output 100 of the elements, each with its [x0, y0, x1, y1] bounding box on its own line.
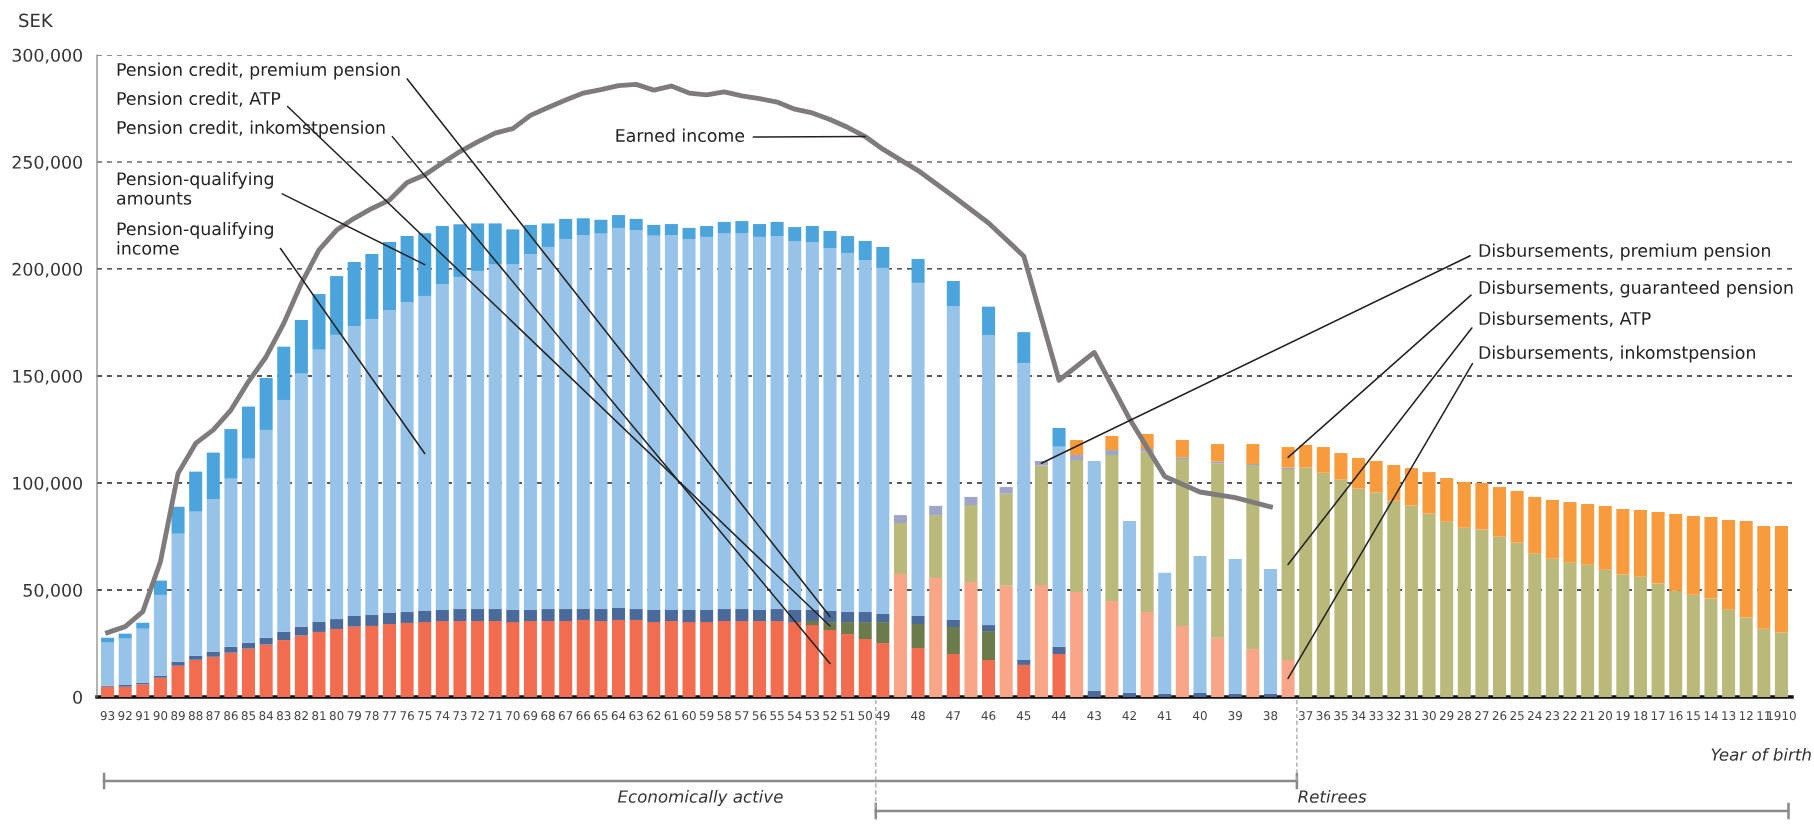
y-tick-label: 200,000 — [12, 262, 82, 278]
x-tick-label: 45 — [1016, 711, 1031, 721]
x-tick-label: 28 — [1457, 711, 1472, 721]
x-tick-label: 1910 — [1767, 711, 1796, 721]
text: Disbursements, inkomstpension — [1479, 345, 1755, 363]
x-tick-label: 37 — [1299, 711, 1313, 721]
x-tick-label: 31 — [1404, 711, 1418, 721]
x-tick-label: 89 — [171, 711, 185, 721]
x-tick-label: 51 — [840, 711, 855, 721]
x-tick-label: 25 — [1510, 711, 1524, 721]
x-tick-label: 18 — [1634, 711, 1648, 721]
x-tick-label: 41 — [1157, 711, 1172, 720]
x-tick-label: 78 — [365, 711, 379, 721]
text: Economically active — [617, 789, 783, 807]
x-tick-label: 75 — [418, 711, 432, 721]
x-tick-label: 39 — [1228, 711, 1242, 721]
y-tick-label: 100,000 — [13, 476, 82, 492]
x-tick-label: 64 — [611, 711, 626, 721]
text: Disbursements, ATP — [1479, 311, 1651, 327]
x-tick-label: 68 — [541, 711, 555, 721]
x-tick-label: 12 — [1739, 711, 1753, 720]
x-tick-label: 38 — [1263, 711, 1278, 721]
text: Pension-qualifying amounts — [117, 171, 273, 205]
x-tick-label: 70 — [506, 711, 520, 721]
x-tick-label: 14 — [1704, 711, 1718, 720]
x-tick-label: 50 — [858, 711, 873, 721]
x-tick-label: 27 — [1475, 711, 1489, 720]
x-tick-label: 13 — [1722, 711, 1736, 721]
y-axis-title: SEK — [19, 13, 54, 28]
x-tick-label: 19 — [1616, 711, 1630, 721]
x-tick-label: 40 — [1192, 711, 1207, 721]
x-tick-label: 24 — [1528, 711, 1542, 720]
x-tick-label: 76 — [400, 711, 414, 721]
x-tick-label: 63 — [629, 711, 643, 721]
x-tick-label: 60 — [682, 711, 696, 721]
x-tick-label: 79 — [347, 711, 361, 721]
x-tick-label: 88 — [188, 711, 203, 721]
x-tick-label: 87 — [206, 711, 220, 721]
x-tick-label: 81 — [312, 711, 326, 721]
y-tick-label: 250,000 — [12, 155, 82, 171]
x-tick-label: 34 — [1351, 711, 1366, 721]
text: Retirees — [1298, 789, 1367, 803]
x-tick-label: 35 — [1334, 711, 1348, 721]
x-tick-label: 59 — [699, 711, 714, 721]
x-tick-label: 62 — [647, 711, 661, 721]
text: Disbursements, guaranteed pension — [1479, 280, 1793, 298]
x-tick-label: 72 — [470, 711, 484, 720]
x-tick-label: 43 — [1087, 711, 1101, 721]
x-tick-label: 17 — [1651, 711, 1665, 720]
x-tick-label: 53 — [805, 711, 819, 721]
x-tick-label: 52 — [823, 711, 837, 721]
x-tick-label: 92 — [118, 711, 132, 721]
text: Pension credit, ATP — [117, 91, 281, 107]
x-tick-label: 30 — [1422, 711, 1436, 721]
x-tick-label: 26 — [1492, 711, 1507, 721]
x-tick-label: 57 — [735, 711, 749, 721]
x-tick-label: 33 — [1369, 711, 1383, 721]
x-tick-label: 54 — [788, 711, 802, 721]
x-axis-title: Year of birth — [1711, 747, 1811, 761]
x-tick-label: 48 — [911, 711, 925, 721]
x-tick-label: 65 — [594, 711, 608, 721]
x-tick-label: 77 — [382, 711, 397, 720]
x-tick-label: 32 — [1387, 711, 1401, 721]
text: Disbursements, premium pension — [1479, 243, 1770, 261]
x-tick-label: 66 — [576, 711, 591, 721]
x-tick-label: 90 — [153, 711, 168, 721]
x-tick-label: 93 — [100, 711, 115, 721]
text: Pension credit, premium pension — [117, 62, 400, 80]
x-tick-label: 46 — [981, 711, 996, 721]
x-tick-label: 36 — [1316, 711, 1331, 721]
y-tick-label: 0 — [73, 690, 82, 704]
x-tick-label: 85 — [241, 711, 256, 721]
text: Pension-qualifying income — [117, 221, 273, 255]
x-tick-label: 69 — [523, 711, 538, 721]
x-tick-label: 29 — [1439, 711, 1454, 721]
x-tick-label: 74 — [435, 711, 450, 720]
series-label: Earned income — [616, 128, 745, 143]
x-tick-label: 47 — [946, 711, 960, 720]
x-tick-label: 56 — [752, 711, 767, 721]
x-tick-label: 15 — [1687, 711, 1700, 721]
x-tick-label: 21 — [1580, 711, 1595, 720]
x-tick-label: 49 — [875, 711, 890, 721]
x-tick-label: 91 — [135, 711, 150, 721]
x-tick-label: 61 — [664, 711, 678, 721]
x-tick-label: 22 — [1563, 711, 1577, 720]
x-tick-label: 71 — [488, 711, 502, 720]
x-tick-label: 83 — [276, 711, 291, 721]
x-tick-label: 23 — [1545, 711, 1560, 721]
x-tick-label: 20 — [1598, 711, 1613, 721]
x-tick-label: 55 — [770, 711, 784, 721]
y-tick-label: 300,000 — [12, 48, 82, 64]
x-tick-label: 67 — [558, 711, 573, 721]
y-tick-label: 150,000 — [13, 369, 82, 385]
x-tick-label: 82 — [294, 711, 308, 721]
x-tick-label: 42 — [1122, 711, 1136, 720]
x-tick-label: 44 — [1052, 711, 1066, 720]
x-tick-label: 80 — [329, 711, 344, 721]
x-tick-label: 58 — [717, 711, 732, 721]
x-tick-label: 84 — [259, 711, 274, 721]
y-tick-label: 50,000 — [23, 583, 82, 599]
